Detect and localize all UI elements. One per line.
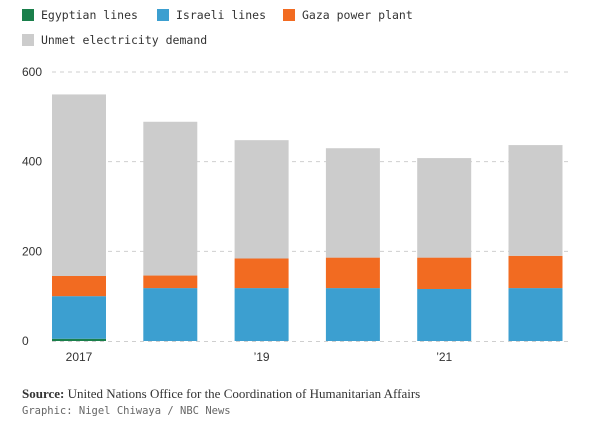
x-tick-label-0: 2017 [66, 350, 93, 364]
bar-segment-1-3 [325, 288, 380, 341]
bar-segment-3-2 [234, 140, 289, 259]
bar-segment-1-5 [508, 288, 563, 341]
bar-segment-2-2 [234, 258, 289, 289]
bar-segment-1-4 [417, 288, 472, 341]
bar-segment-3-3 [325, 148, 380, 258]
source-line: Source: United Nations Office for the Co… [22, 386, 420, 402]
legend-label-egyptian-lines: Egyptian lines [41, 8, 138, 22]
bar-segment-2-3 [325, 257, 380, 289]
legend-label-unmet-demand: Unmet electricity demand [41, 33, 208, 47]
legend-swatch-gaza-power-plant [283, 9, 295, 21]
legend-swatch-egyptian-lines [22, 9, 34, 21]
legend-item-gaza-power-plant: Gaza power plant [283, 8, 413, 22]
y-tick-label-200: 200 [22, 244, 42, 258]
y-tick-label-0: 0 [22, 334, 29, 348]
legend-item-israeli-lines: Israeli lines [157, 8, 266, 22]
y-tick-label-400: 400 [22, 155, 42, 169]
legend-swatch-israeli-lines [157, 9, 169, 21]
bar-segment-3-4 [417, 158, 472, 258]
legend-item-egyptian-lines: Egyptian lines [22, 8, 138, 22]
legend-item-unmet-demand: Unmet electricity demand [22, 33, 207, 47]
stacked-bar-chart: 0 200 400 600 2017 ’19 ’21 [22, 65, 572, 364]
bar-segment-3-0 [52, 94, 106, 276]
bar-segment-3-1 [143, 121, 198, 276]
bar-segment-0-0 [52, 338, 106, 341]
bar-segment-2-0 [52, 275, 106, 297]
legend-swatch-unmet-demand [22, 34, 34, 46]
x-tick-label-2: ’19 [254, 350, 270, 364]
x-tick-label-4: ’21 [436, 350, 452, 364]
bar-segment-1-2 [234, 288, 289, 341]
graphic-credit: Graphic: Nigel Chiwaya / NBC News [22, 405, 231, 417]
bar-segment-2-4 [417, 257, 472, 289]
legend-label-gaza-power-plant: Gaza power plant [302, 8, 413, 22]
bar-segment-1-1 [143, 288, 198, 341]
source-text: United Nations Office for the Coordinati… [67, 386, 421, 401]
y-tick-label-600: 600 [22, 65, 42, 79]
bar-segment-3-5 [508, 145, 563, 256]
bar-segment-1-0 [52, 296, 106, 339]
legend-label-israeli-lines: Israeli lines [176, 8, 267, 22]
source-label: Source: [22, 386, 65, 401]
bar-segment-2-5 [508, 255, 563, 289]
bar-segment-2-1 [143, 275, 198, 289]
